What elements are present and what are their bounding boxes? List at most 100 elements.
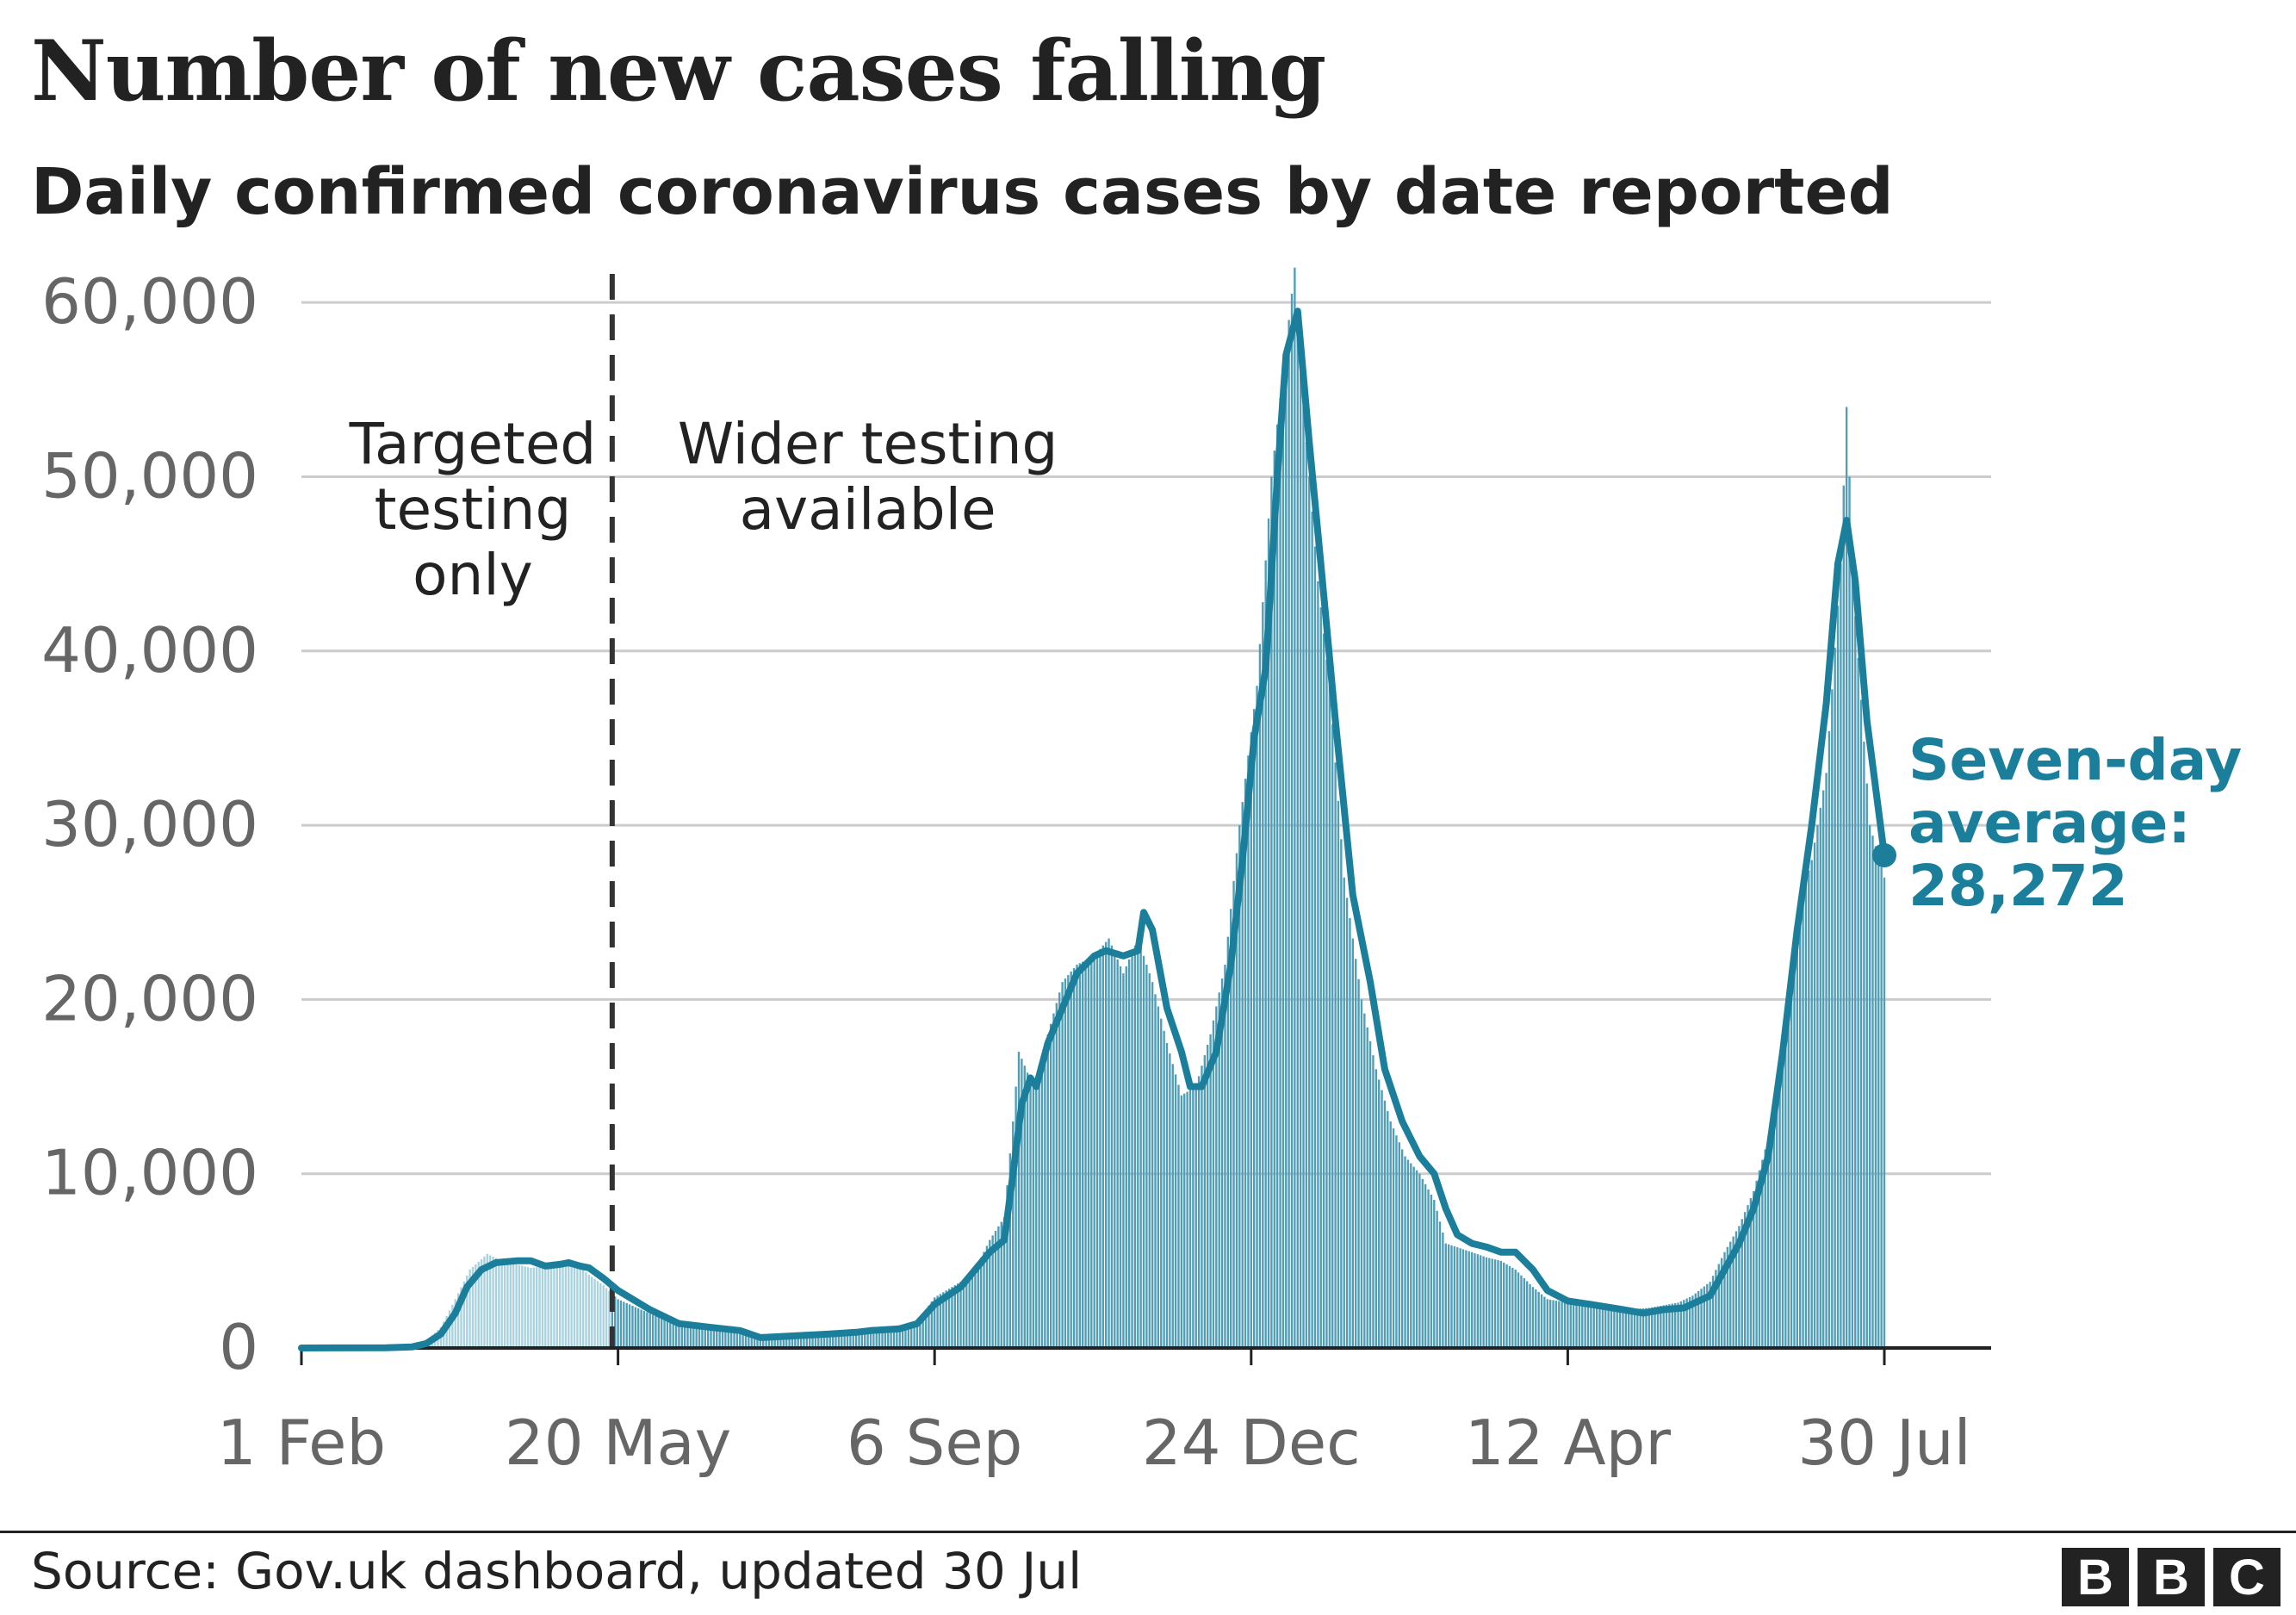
daily-bar xyxy=(489,1255,492,1348)
daily-bar xyxy=(1865,783,1868,1348)
daily-bar xyxy=(1668,1304,1671,1348)
daily-bar xyxy=(1174,1074,1177,1348)
daily-bar xyxy=(805,1335,808,1348)
daily-bar xyxy=(1023,1065,1026,1348)
daily-bar xyxy=(860,1331,864,1348)
daily-bar xyxy=(712,1330,716,1348)
daily-bar xyxy=(858,1332,860,1348)
daily-bar xyxy=(875,1329,878,1348)
daily-bar xyxy=(750,1334,753,1348)
daily-bar xyxy=(1288,320,1290,1348)
daily-bar xyxy=(1000,1221,1002,1348)
daily-bar xyxy=(593,1278,596,1348)
daily-bar xyxy=(466,1275,469,1348)
daily-bar xyxy=(913,1322,915,1348)
daily-bar xyxy=(1224,964,1226,1348)
daily-bar xyxy=(1067,975,1070,1348)
daily-bar xyxy=(1874,846,1877,1348)
daily-bar xyxy=(1145,964,1148,1348)
daily-bar xyxy=(1192,1088,1195,1348)
daily-bar xyxy=(1165,1042,1169,1348)
daily-bar xyxy=(1796,912,1799,1348)
daily-bar xyxy=(744,1334,748,1348)
daily-bar xyxy=(1749,1198,1753,1348)
daily-bar xyxy=(1758,1170,1761,1348)
bbc-logo-letter-b1: B xyxy=(2062,1548,2129,1606)
daily-bar xyxy=(1639,1308,1641,1348)
daily-bar xyxy=(1322,633,1325,1348)
daily-bar xyxy=(1772,1103,1776,1348)
daily-bar xyxy=(1706,1283,1709,1348)
daily-bar xyxy=(1029,1079,1032,1348)
daily-bar xyxy=(1366,1027,1368,1348)
daily-bar xyxy=(1038,1065,1040,1348)
daily-bar xyxy=(1180,1095,1183,1348)
daily-bar xyxy=(494,1258,498,1348)
daily-bar xyxy=(997,1226,1000,1348)
daily-bar xyxy=(791,1336,794,1348)
daily-bar xyxy=(1368,1040,1372,1348)
annotation-text: Wider testing xyxy=(678,411,1058,477)
x-tick-label: 6 Sep xyxy=(847,1407,1022,1479)
daily-bar xyxy=(1827,730,1831,1348)
daily-bar xyxy=(541,1266,544,1348)
daily-bar xyxy=(1854,616,1857,1348)
daily-bar xyxy=(1220,978,1224,1348)
daily-bar xyxy=(646,1312,648,1348)
daily-bar xyxy=(1842,485,1845,1348)
daily-bar xyxy=(1319,607,1322,1348)
daily-bar xyxy=(544,1265,547,1348)
daily-bar xyxy=(1645,1308,1648,1348)
daily-bar xyxy=(1238,825,1241,1348)
daily-bar xyxy=(1592,1304,1595,1348)
daily-bar xyxy=(1410,1163,1412,1348)
daily-bar xyxy=(1537,1291,1540,1348)
daily-bar xyxy=(573,1262,576,1348)
daily-bar xyxy=(1491,1258,1493,1348)
daily-bar xyxy=(934,1297,936,1348)
daily-bar xyxy=(1485,1257,1488,1348)
daily-bar xyxy=(1087,959,1090,1348)
y-tick-label: 60,000 xyxy=(41,265,258,338)
daily-bar xyxy=(1819,807,1821,1348)
daily-bar xyxy=(849,1332,852,1348)
chart-subtitle: Daily confirmed coronavirus cases by dat… xyxy=(31,155,1894,229)
daily-bar xyxy=(1465,1250,1468,1348)
daily-bar xyxy=(959,1282,962,1348)
daily-bar xyxy=(570,1262,573,1348)
daily-bar xyxy=(1058,992,1061,1348)
daily-bar xyxy=(1169,1053,1171,1348)
daily-bar xyxy=(1015,1086,1017,1348)
daily-bar xyxy=(1360,999,1363,1348)
daily-bar xyxy=(1032,1086,1035,1348)
daily-bar xyxy=(1392,1128,1395,1348)
daily-bar xyxy=(1607,1307,1610,1348)
daily-bar xyxy=(564,1261,568,1348)
daily-bar xyxy=(1575,1303,1578,1348)
average-callout-text: Seven-day xyxy=(1908,727,2242,793)
daily-bars xyxy=(413,267,1886,1349)
daily-bar xyxy=(619,1300,623,1348)
daily-bar xyxy=(1845,407,1848,1348)
daily-bar xyxy=(771,1336,773,1348)
daily-bar xyxy=(1433,1200,1436,1348)
daily-bar xyxy=(1461,1249,1465,1348)
daily-bar xyxy=(910,1322,913,1348)
chart-plot: 0 10,000 20,000 30,000 40,000 50,000 60,000 Ta… xyxy=(41,265,2242,1479)
daily-bar xyxy=(782,1336,785,1348)
daily-bar xyxy=(826,1334,828,1348)
daily-bar xyxy=(605,1288,608,1348)
daily-bar xyxy=(1331,724,1334,1348)
daily-bar xyxy=(1770,1121,1772,1348)
daily-bar xyxy=(1624,1309,1628,1348)
daily-bar xyxy=(1688,1296,1691,1348)
daily-bar xyxy=(1125,966,1127,1348)
daily-bar xyxy=(1294,267,1296,1348)
daily-bar xyxy=(846,1332,849,1348)
daily-bar xyxy=(892,1326,896,1348)
y-axis-ticks: 0 10,000 20,000 30,000 40,000 50,000 60,000 xyxy=(41,265,258,1383)
daily-bar xyxy=(640,1309,642,1348)
daily-bar xyxy=(1035,1076,1038,1348)
daily-bar xyxy=(1720,1258,1723,1348)
daily-bar xyxy=(977,1264,979,1348)
